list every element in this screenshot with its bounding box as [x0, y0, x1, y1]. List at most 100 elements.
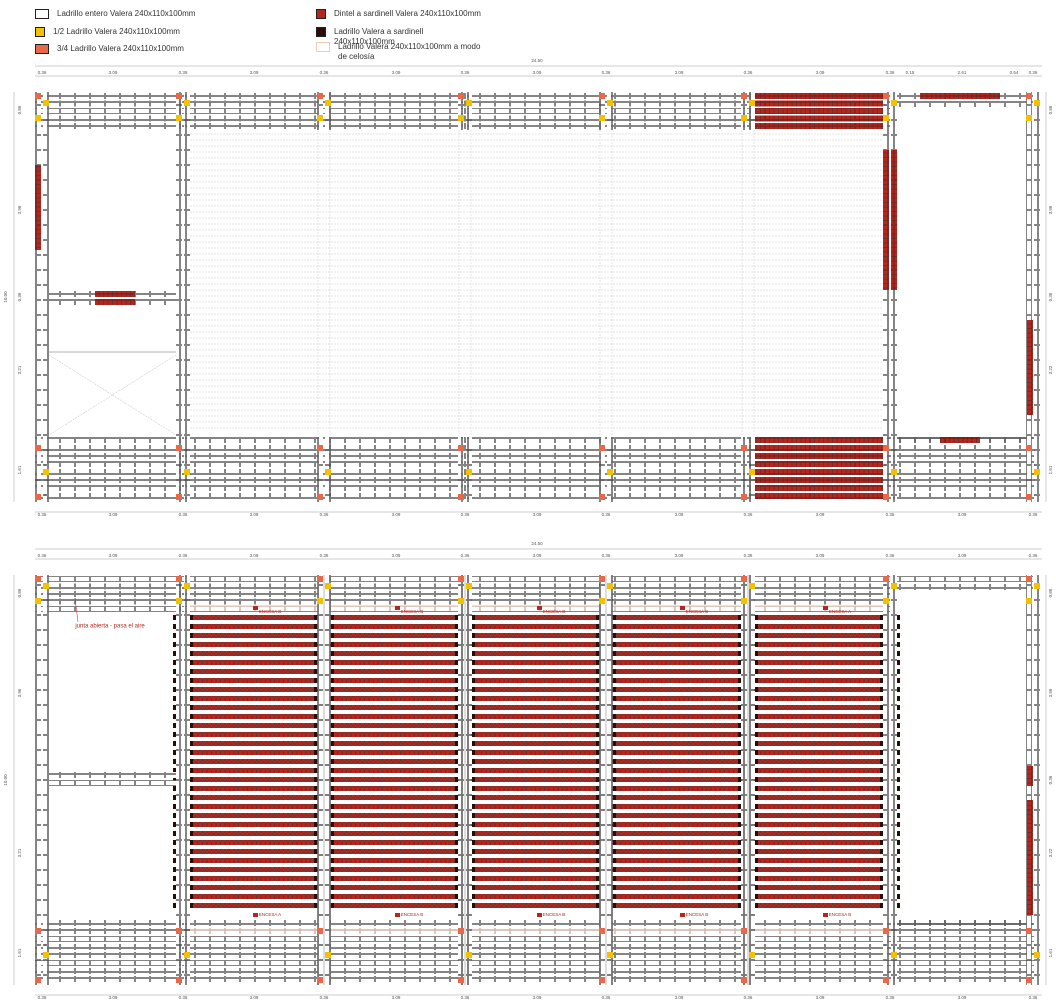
- legend-item: Ladrillo Valera 240x110x100mm a modo de …: [316, 42, 486, 62]
- brick-course: [190, 786, 883, 791]
- brick-course: [755, 485, 883, 491]
- brick-piece: [738, 642, 741, 647]
- annotation: ENCESA A: [829, 609, 851, 614]
- brick-piece: [190, 624, 193, 629]
- brick-piece: [755, 867, 758, 872]
- brick-piece: [596, 624, 599, 629]
- brick-piece: [173, 822, 176, 827]
- brick-piece: [35, 576, 41, 582]
- line: [48, 354, 177, 436]
- brick-piece: [455, 750, 458, 755]
- brick-piece: [314, 705, 317, 710]
- brick-piece: [613, 813, 616, 818]
- brick-piece: [173, 651, 176, 656]
- brick-piece: [596, 642, 599, 647]
- brick-piece: [325, 952, 331, 958]
- dimension-label: 0.36: [886, 70, 895, 75]
- brick-piece: [455, 678, 458, 683]
- brick-piece: [897, 759, 900, 764]
- brick-piece: [880, 795, 883, 800]
- brick-course: [95, 291, 135, 297]
- brick-piece: [331, 705, 334, 710]
- brick-piece: [738, 894, 741, 899]
- brick-piece: [738, 858, 741, 863]
- brick-piece: [1026, 445, 1032, 451]
- brick-piece: [458, 598, 464, 604]
- brick-piece: [314, 723, 317, 728]
- brick-piece: [331, 642, 334, 647]
- brick-piece: [173, 831, 176, 836]
- brick-piece: [755, 750, 758, 755]
- brick-piece: [755, 678, 758, 683]
- brick-piece: [331, 867, 334, 872]
- brick-piece: [314, 795, 317, 800]
- brick-course: [190, 669, 883, 674]
- brick-piece: [883, 115, 889, 121]
- brick-course: [35, 445, 1035, 451]
- brick-piece: [755, 642, 758, 647]
- dimension-label: 0.36: [320, 553, 329, 558]
- brick-course: [755, 461, 883, 467]
- brick-piece: [455, 723, 458, 728]
- brick-piece: [755, 759, 758, 764]
- brick-piece: [613, 750, 616, 755]
- brick-course: [1034, 92, 1040, 502]
- brick-piece: [613, 759, 616, 764]
- brick-piece: [596, 705, 599, 710]
- brick-piece: [331, 876, 334, 881]
- brick-piece: [173, 687, 176, 692]
- dimension-label: 3.21: [17, 848, 22, 857]
- brick-piece: [184, 583, 190, 589]
- brick-course: [755, 445, 883, 451]
- annotation: ENCESA A: [259, 912, 281, 917]
- brick-piece: [613, 786, 616, 791]
- brick-piece: [880, 813, 883, 818]
- dimension-label: 0.36: [320, 512, 329, 517]
- brick-piece: [472, 705, 475, 710]
- brick-piece: [173, 642, 176, 647]
- brick-piece: [173, 723, 176, 728]
- brick-course: [755, 115, 883, 122]
- brick-piece: [741, 93, 747, 99]
- brick-piece: [455, 705, 458, 710]
- brick-piece: [880, 840, 883, 845]
- brick-piece: [613, 660, 616, 665]
- brick-course: [35, 493, 1035, 499]
- dimension-label: 0.36: [38, 553, 47, 558]
- brick-course: [891, 575, 897, 985]
- brick-piece: [880, 696, 883, 701]
- brick-piece: [455, 894, 458, 899]
- dimension-label: 0.36: [886, 553, 895, 558]
- brick-piece: [331, 750, 334, 755]
- brick-piece: [314, 831, 317, 836]
- brick-piece: [607, 952, 613, 958]
- brick-piece: [173, 624, 176, 629]
- brick-piece: [472, 831, 475, 836]
- brick-piece: [891, 100, 897, 106]
- brick-piece: [738, 903, 741, 908]
- brick-piece: [897, 687, 900, 692]
- brick-piece: [1026, 598, 1032, 604]
- brick-piece: [880, 615, 883, 620]
- brick-course: [190, 615, 883, 620]
- brick-piece: [173, 876, 176, 881]
- brick-piece: [1034, 583, 1040, 589]
- brick-piece: [749, 100, 755, 106]
- brick-piece: [738, 624, 741, 629]
- brick-course: [755, 469, 883, 475]
- dimension-label: 3.09: [675, 995, 684, 1000]
- brick-piece: [596, 831, 599, 836]
- brick-piece: [331, 714, 334, 719]
- legend-label: Dintel a sardinell Valera 240x110x100mm: [334, 9, 481, 18]
- brick-course: [190, 605, 883, 611]
- dimension-label: 10.00: [3, 291, 8, 303]
- brick-piece: [331, 615, 334, 620]
- brick-piece: [472, 696, 475, 701]
- dimension-label: 10.00: [3, 774, 8, 786]
- brick-piece: [897, 633, 900, 638]
- brick-piece: [455, 777, 458, 782]
- brick-piece: [173, 750, 176, 755]
- brick-course: [883, 575, 889, 985]
- brick-piece: [897, 885, 900, 890]
- brick-course: [190, 885, 883, 890]
